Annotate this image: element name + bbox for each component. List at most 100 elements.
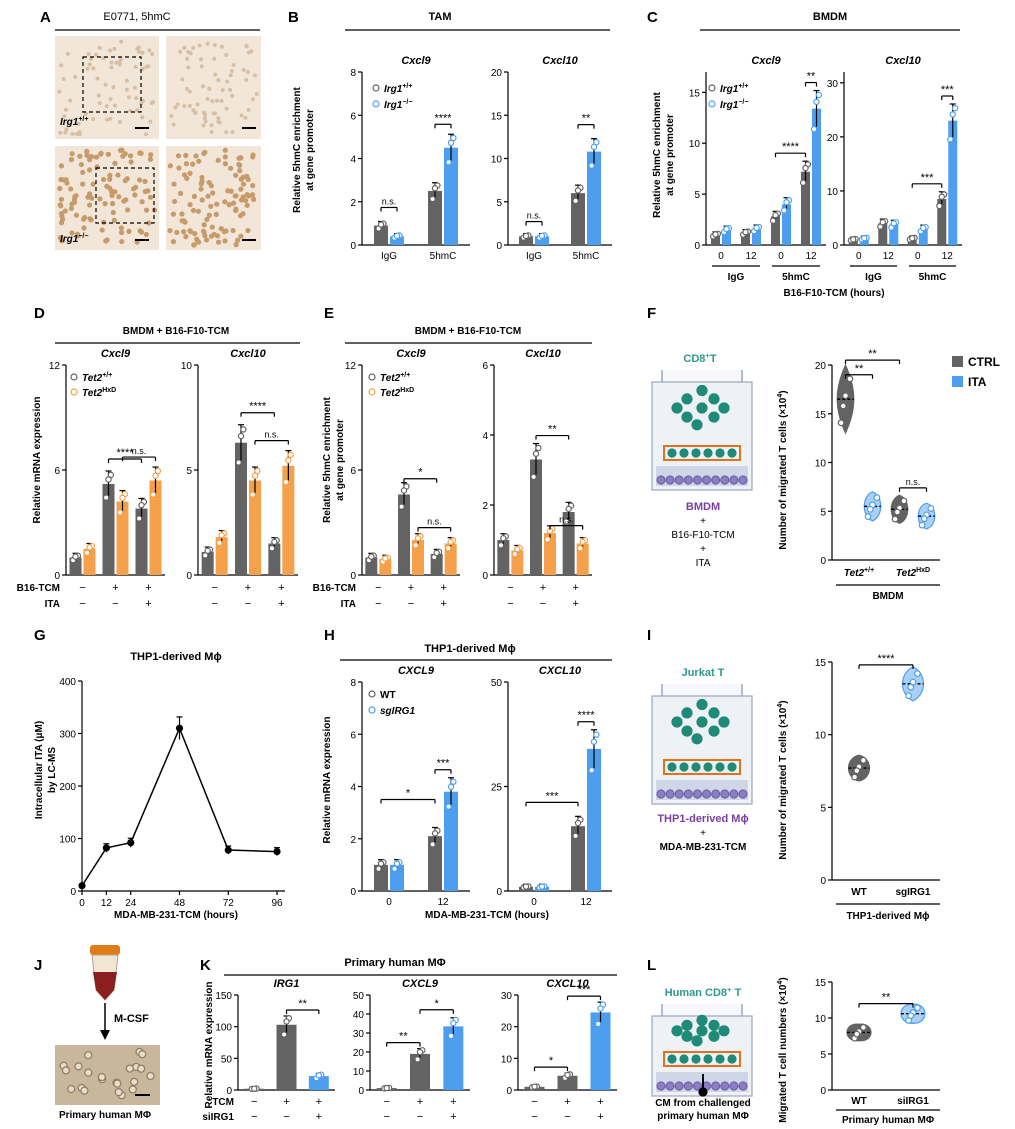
cell-nucleus <box>245 227 251 234</box>
cell-nucleus <box>216 78 221 83</box>
cell-nucleus <box>221 229 227 235</box>
cell-nucleus <box>143 231 149 238</box>
cell-nucleus <box>235 237 241 243</box>
H-CXCL10-data-point <box>572 832 579 840</box>
panel-E-cxcl9-row-label: ITA <box>341 599 356 610</box>
K-IRG1-title: IRG1 <box>274 978 300 990</box>
cell-nucleus <box>91 117 96 122</box>
panel-G-xlabel: MDA-MB-231-TCM (hours) <box>114 910 238 921</box>
panel-G-x-tick-label: 12 <box>101 898 113 909</box>
panel-F-transwell-migrated-cell <box>667 448 677 458</box>
cell-nucleus <box>236 161 242 168</box>
cell-nucleus <box>98 151 104 157</box>
cell-nucleus <box>109 60 114 65</box>
C-Cxcl9-data-point <box>753 224 760 232</box>
C-Cxcl10-data-point <box>938 193 945 200</box>
K-CXCL9-title: CXCL9 <box>402 978 439 990</box>
panel-G-x-tick-label: 48 <box>174 898 186 909</box>
panel-I-transwell-bottom-cell <box>683 789 693 799</box>
cell-nucleus <box>139 101 144 106</box>
L-data-point <box>914 1004 921 1012</box>
H-CXCL9-y-tick-label: 0 <box>350 887 356 898</box>
cell-nucleus <box>61 76 66 81</box>
panel-H-sig-label: **** <box>577 710 595 722</box>
legend-irg1-ko: Irg1−/− <box>384 99 412 111</box>
K-CXCL9-data-point <box>383 1084 390 1092</box>
panel-D-sig-label: **** <box>249 401 267 413</box>
E-Cxcl10-data-point <box>497 542 505 549</box>
cell-nucleus <box>178 49 183 54</box>
cell-nucleus <box>80 181 86 187</box>
cell-nucleus <box>151 100 156 105</box>
panel-F-transwell-membrane-box <box>663 445 741 461</box>
C-Cxcl10-x-tick-label: 12 <box>942 251 954 262</box>
panel-C-sig-label: ** <box>807 71 816 83</box>
H-CXCL9-bar <box>444 791 458 891</box>
panel-L-transwell-t-cell <box>671 1025 683 1037</box>
panel-K-cxcl10-pm: + <box>564 1096 570 1108</box>
panel-B-ylabel: at gene promoter <box>305 109 316 191</box>
macrophage-cell <box>84 1051 93 1060</box>
legend-marker <box>70 373 78 381</box>
cell-nucleus <box>207 86 212 91</box>
cell-nucleus <box>209 224 215 230</box>
cell-nucleus <box>176 165 182 171</box>
panel-E-cxcl9-pm: − <box>375 598 381 610</box>
cell-nucleus <box>103 82 108 87</box>
H-CXCL9-data-point <box>445 803 452 810</box>
cell-nucleus <box>143 207 150 213</box>
E-Cxcl9-bar <box>412 540 424 575</box>
H-CXCL9-bar <box>428 836 442 891</box>
group-label: IgG <box>728 272 745 283</box>
H-CXCL10-x-tick-label: 0 <box>531 897 537 908</box>
cell-nucleus <box>244 202 250 208</box>
micrograph-irg1-wt-zoom <box>166 36 261 139</box>
cell-nucleus <box>148 152 154 158</box>
cell-nucleus <box>117 119 122 124</box>
D-Cxcl10-bar <box>235 442 247 575</box>
F-y-tick-label: 5 <box>820 507 826 518</box>
cell-nucleus <box>225 79 230 84</box>
cell-nucleus <box>191 193 198 199</box>
K-IRG1-data-point <box>283 1018 290 1025</box>
cell-nucleus <box>97 101 102 106</box>
K-CXCL9-y-tick-label: 0 <box>358 1086 364 1097</box>
panel-E-cxcl10-pm: + <box>540 582 546 594</box>
panel-D-cxcl9-row-label: ITA <box>45 599 60 610</box>
cell-nucleus <box>216 119 221 124</box>
cell-nucleus <box>137 49 142 54</box>
C-Cxcl9-x-tick-label: 12 <box>745 251 757 262</box>
cell-nucleus <box>183 161 190 167</box>
panel-B-sig-label: n.s. <box>382 196 397 206</box>
C-Cxcl9-x-tick-label: 0 <box>778 251 784 262</box>
F-data-point <box>864 513 872 520</box>
cell-nucleus <box>109 65 114 70</box>
cell-nucleus <box>112 103 117 108</box>
cell-nucleus <box>64 127 69 132</box>
I-y-tick-label: 10 <box>815 731 827 742</box>
cell-nucleus <box>245 69 250 74</box>
C-Cxcl9-data-point <box>780 207 788 214</box>
cell-nucleus <box>184 86 189 91</box>
panel-L-transwell-bottom-cell <box>692 1081 703 1091</box>
cell-nucleus <box>58 220 65 226</box>
cell-nucleus <box>134 96 139 101</box>
cell-nucleus <box>251 97 256 102</box>
cell-nucleus <box>59 63 64 68</box>
panel-L-transwell-t-cell <box>681 1019 693 1031</box>
cell-nucleus <box>230 130 235 135</box>
cell-nucleus <box>201 123 206 128</box>
B-Cxcl9-bar <box>390 236 404 245</box>
panel-L-transwell-t-cell <box>718 1025 730 1037</box>
panel-G-ylabel: by LC-MS <box>47 747 58 793</box>
K-CXCL9-y-tick-label: 30 <box>353 1029 365 1040</box>
legend-swatch-ita <box>952 376 963 387</box>
I-data-point <box>860 756 867 764</box>
cell-nucleus <box>222 154 228 160</box>
E-Cxcl9-data-point <box>414 535 422 542</box>
B-Cxcl9-title: Cxcl9 <box>401 55 431 67</box>
panel-I-transwell-bottom-cell <box>692 789 703 799</box>
C-Cxcl9-bar <box>801 171 810 245</box>
D-Cxcl9-y-tick-label: 12 <box>49 361 61 372</box>
panel-I-ylabel: Number of migrated T cells (×104) <box>777 700 789 859</box>
